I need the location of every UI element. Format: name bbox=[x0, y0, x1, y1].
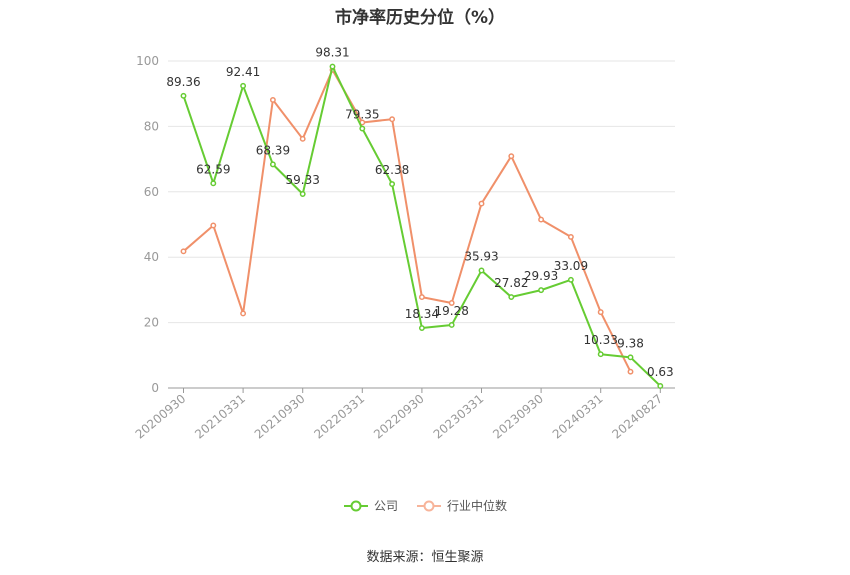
point-company bbox=[567, 276, 574, 283]
point-industry-median bbox=[448, 300, 455, 306]
point-industry-median bbox=[269, 96, 276, 103]
y-tick-label: 60 bbox=[144, 185, 159, 199]
point-company bbox=[299, 191, 306, 197]
y-tick-label: 40 bbox=[144, 250, 159, 264]
point-industry-median bbox=[538, 216, 545, 223]
data-label-company: 98.31 bbox=[315, 46, 349, 60]
data-label-company: 29.93 bbox=[524, 269, 558, 283]
chart-title: 市净率历史分位（%） bbox=[334, 8, 506, 28]
point-company bbox=[538, 287, 545, 294]
y-tick-label: 80 bbox=[144, 119, 159, 133]
point-industry-median bbox=[567, 233, 574, 240]
point-industry-median bbox=[180, 248, 187, 255]
x-tick-label: 20220930 bbox=[371, 392, 427, 442]
point-company bbox=[627, 354, 634, 361]
data-label-company: 68.39 bbox=[256, 143, 290, 157]
data-label-company: 92.41 bbox=[226, 65, 260, 79]
series-line-industry-median bbox=[182, 68, 632, 373]
y-tick-label: 20 bbox=[144, 316, 159, 330]
data-label-company: 35.93 bbox=[464, 250, 498, 264]
point-company bbox=[269, 161, 276, 168]
legend-item-company[interactable]: 公司 bbox=[343, 497, 398, 514]
point-industry-median bbox=[210, 222, 217, 229]
point-company bbox=[657, 382, 664, 389]
point-company bbox=[597, 351, 604, 358]
series-layer bbox=[180, 63, 664, 389]
source-note: 数据来源：恒生聚源 bbox=[366, 550, 484, 565]
data-label-company: 10.33 bbox=[584, 333, 618, 347]
y-tick-label: 100 bbox=[136, 54, 159, 68]
point-industry-median bbox=[299, 135, 306, 142]
data-label-company: 9.38 bbox=[617, 336, 644, 350]
data-label-company: 19.28 bbox=[435, 304, 469, 318]
data-label-company: 62.59 bbox=[196, 162, 230, 176]
point-company bbox=[210, 180, 217, 187]
legend-item-industry-median[interactable]: 行业中位数 bbox=[416, 497, 507, 514]
point-industry-median bbox=[627, 368, 634, 375]
data-label-company: 18.34 bbox=[405, 307, 439, 321]
x-tick-label: 20230331 bbox=[431, 392, 487, 442]
point-industry-median bbox=[240, 310, 247, 317]
data-label-company: 89.36 bbox=[166, 75, 200, 89]
legend-label-company: 公司 bbox=[373, 499, 398, 513]
point-industry-median bbox=[508, 153, 515, 160]
legend: 公司 行业中位数 bbox=[0, 497, 850, 514]
data-label-company: 27.82 bbox=[494, 276, 528, 290]
data-label-company: 59.33 bbox=[286, 173, 320, 187]
x-tick-label: 20240827 bbox=[609, 392, 665, 442]
grid-lines bbox=[168, 60, 675, 324]
point-company bbox=[389, 181, 396, 187]
x-tick-label: 20240331 bbox=[550, 392, 606, 442]
legend-swatch-company bbox=[343, 500, 368, 511]
x-tick-label: 20210930 bbox=[252, 392, 308, 442]
data-labels: 89.36 62.59 92.41 68.39 59.33 98.31 79.35 62.38… bbox=[166, 46, 673, 379]
x-tick-label: 20210331 bbox=[192, 392, 248, 442]
x-tick-label: 20220331 bbox=[311, 392, 367, 442]
point-industry-median bbox=[389, 116, 396, 123]
point-company bbox=[448, 322, 455, 328]
x-tick-label: 20200930 bbox=[133, 392, 189, 442]
point-company bbox=[418, 325, 425, 331]
point-industry-median bbox=[418, 294, 425, 301]
point-industry-median bbox=[478, 200, 485, 207]
point-company bbox=[329, 63, 336, 70]
x-tick-label: 20230930 bbox=[490, 392, 546, 442]
y-tick-label: 0 bbox=[151, 381, 159, 395]
point-company bbox=[180, 92, 187, 99]
point-industry-median bbox=[597, 309, 604, 316]
point-company bbox=[240, 82, 247, 89]
data-label-company: 62.38 bbox=[375, 163, 409, 177]
data-label-company: 0.63 bbox=[647, 365, 674, 379]
data-label-company: 79.35 bbox=[345, 108, 379, 122]
point-company bbox=[478, 267, 485, 274]
point-company bbox=[508, 294, 515, 300]
point-company bbox=[359, 125, 366, 132]
data-label-company: 33.09 bbox=[554, 259, 588, 273]
legend-label-industry-median: 行业中位数 bbox=[447, 499, 508, 513]
legend-swatch-industry-median bbox=[417, 500, 441, 511]
